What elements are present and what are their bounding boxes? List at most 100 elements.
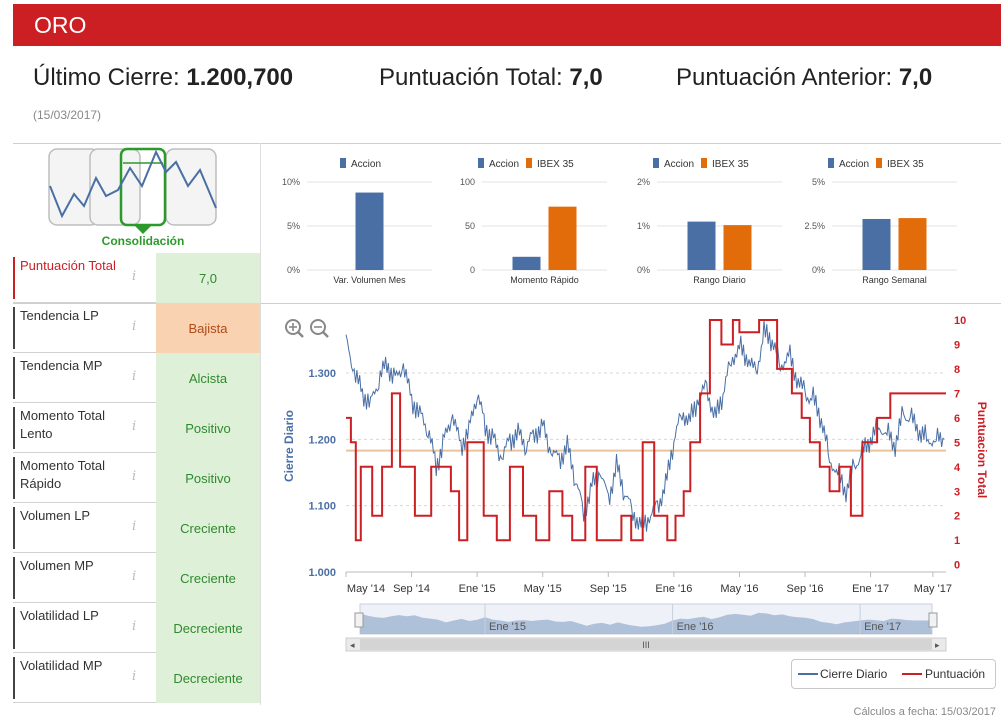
bar-chart-2: Accion IBEX 35 100 50 0 Momento Rápido [460,158,607,285]
navigator-label: Ene '17 [864,621,901,633]
y-tick-label: 1.100 [308,501,336,513]
y2-tick-label: 10 [954,315,966,327]
divider-top [13,143,1001,144]
x-tick-label: Ene '17 [852,583,889,595]
series-puntuacion [346,319,946,542]
indicator-label: Momento Total Rápido [13,457,123,499]
y-tick-label: 5% [812,177,825,187]
y-tick-label: 5% [287,221,300,231]
bar-ibex-35 [723,225,752,270]
x-tick-label: Ene '15 [459,583,496,595]
calculation-date: Cálculos a fecha: 15/03/2017 [853,706,997,718]
phase-pictogram: Consolidación [48,147,217,248]
total-score-value: 7,0 [569,64,603,91]
y-tick-label: 50 [465,221,475,231]
info-icon[interactable]: i [132,419,137,434]
y2-tick-label: 6 [954,413,960,425]
legend-label: Accion [351,159,381,170]
divider-vertical [260,143,261,705]
last-close-label: Último Cierre: [33,64,180,91]
indicator-label: Tendencia MP [13,357,123,399]
navigator-left-handle[interactable] [354,612,364,628]
y2-tick-label: 4 [954,462,961,474]
x-tick-label: Sep '15 [590,583,627,595]
info-icon[interactable]: i [132,269,137,284]
x-tick-label: Ene '16 [655,583,692,595]
bar-ibex-35 [548,206,577,270]
y-tick-label: 2.5% [804,221,825,231]
y-axis-title: Cierre Diario [282,410,296,482]
info-icon[interactable]: i [132,369,137,384]
indicator-label: Puntuación Total [13,257,123,299]
legend-close-swatch [798,673,818,675]
phase-box-2 [89,148,141,226]
indicator-label: Volumen MP [13,557,123,599]
x-tick-label: May '14 [347,583,385,595]
y-tick-label: 1.200 [308,434,336,446]
indicator-row-volumen-mp: Volumen MP i Creciente [13,553,260,603]
total-score-label: Puntuación Total: [379,64,563,91]
info-icon[interactable]: i [132,319,137,334]
navigator-label: Ene '15 [489,621,526,633]
y-tick-label: 0 [470,265,475,275]
info-icon[interactable]: i [132,569,137,584]
bar-charts: Accion 10% 5% 0% Var. Volumen Mes Accion IBEX … [282,158,957,285]
zoom-out-icon[interactable] [310,319,329,338]
last-close-value: 1.200,700 [186,64,294,91]
indicator-value: Alcista [156,353,260,403]
bar-chart-title: Rango Diario [693,275,746,285]
y-tick-label: 10% [282,177,300,187]
info-icon[interactable]: i [132,669,137,684]
indicator-value: 7,0 [156,253,260,303]
bar-ibex-35 [898,218,927,270]
y2-tick-label: 3 [954,486,960,498]
legend-label: Accion [664,159,694,170]
legend-label: Accion [489,159,519,170]
scroll-left-arrow-icon[interactable]: ◂ [350,640,355,650]
legend-swatch-accion [653,158,659,168]
indicator-label: Volatilidad MP [13,657,123,699]
last-close-date: (15/03/2017) [33,108,102,122]
info-icon[interactable]: i [132,519,137,534]
scroll-right-arrow-icon[interactable]: ▸ [935,640,940,650]
bar-chart-4: Accion IBEX 35 5% 2.5% 0% Rango Semanal [804,158,957,285]
prev-score-label: Puntuación Anterior: [676,64,893,91]
indicator-label: Tendencia LP [13,307,123,349]
x-tick-label: May '15 [524,583,562,595]
info-icon[interactable]: i [132,619,137,634]
legend-swatch-ibex-35 [876,158,882,168]
indicator-list: Puntuación Total i 7,0 Tendencia LP i Ba… [13,253,260,703]
bar-accion [355,192,384,270]
kpi-previous-score: Puntuación Anterior: 7,0 [676,64,932,92]
phase-trend-line [49,149,217,219]
zoom-controls [285,319,329,338]
navigator-scrollbar-thumb [360,639,932,650]
legend-label: IBEX 35 [887,159,924,170]
x-tick-label: May '16 [720,583,758,595]
legend-swatch-ibex-35 [701,158,707,168]
phase-pointer [134,225,152,234]
indicator-row-tendencia-lp: Tendencia LP i Bajista [13,303,260,353]
legend-score-label[interactable]: Puntuación [925,667,986,681]
legend-label: IBEX 35 [537,159,574,170]
indicator-row-volatilidad-mp: Volatilidad MP i Decreciente [13,653,260,703]
bar-accion [862,218,891,270]
legend-label: IBEX 35 [712,159,749,170]
legend-close-label[interactable]: Cierre Diario [820,667,888,681]
navigator-scrollbar-grip: III [642,640,650,650]
bar-accion [687,221,716,270]
indicator-label: Volatilidad LP [13,607,123,649]
indicator-row-volatilidad-lp: Volatilidad LP i Decreciente [13,603,260,653]
legend-swatch-accion [828,158,834,168]
zoom-in-icon[interactable] [285,319,304,338]
navigator-right-handle[interactable] [928,612,938,628]
bar-accion [512,256,541,270]
y-tick-label: 1.300 [308,368,336,380]
info-icon[interactable]: i [132,469,137,484]
indicator-label: Volumen LP [13,507,123,549]
y-tick-label: 1.000 [308,567,336,579]
y-tick-label: 0% [637,265,650,275]
legend-swatch-accion [340,158,346,168]
